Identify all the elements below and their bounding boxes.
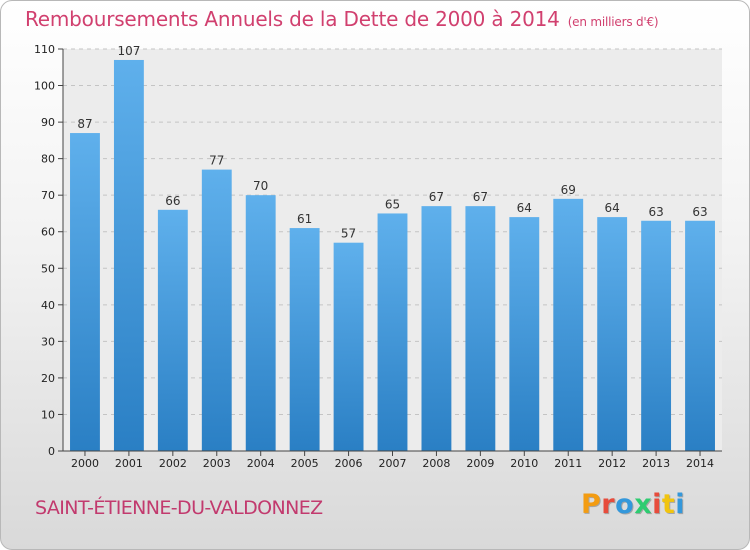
- data-label: 57: [341, 227, 356, 241]
- data-label: 87: [77, 117, 92, 131]
- data-label: 63: [648, 205, 663, 219]
- bar: [333, 242, 364, 451]
- bar: [157, 209, 188, 451]
- y-tick-label: 10: [41, 408, 55, 421]
- x-tick-label: 2012: [598, 457, 626, 470]
- logo-letter: t: [661, 489, 676, 520]
- y-tick-label: 100: [34, 80, 55, 93]
- y-tick-label: 110: [34, 43, 55, 56]
- y-tick-label: 40: [41, 299, 55, 312]
- x-tick-label: 2009: [466, 457, 494, 470]
- data-label: 64: [517, 201, 532, 215]
- data-label: 66: [165, 194, 180, 208]
- data-label: 107: [117, 44, 140, 58]
- chart-title: Remboursements Annuels de la Dette de 20…: [25, 7, 659, 31]
- data-label: 70: [253, 179, 268, 193]
- y-tick-label: 70: [41, 189, 55, 202]
- x-tick-label: 2005: [291, 457, 319, 470]
- logo-letter: x: [634, 489, 653, 520]
- bar: [201, 169, 232, 451]
- chart-unit: (en milliers d'€): [567, 15, 659, 29]
- logo-letter: o: [615, 489, 635, 520]
- chart-title-text: Remboursements Annuels de la Dette de 20…: [25, 7, 560, 31]
- x-tick-label: 2007: [379, 457, 407, 470]
- data-label: 77: [209, 154, 224, 168]
- x-tick-label: 2004: [247, 457, 275, 470]
- proxiti-logo: Proxiti: [581, 489, 685, 520]
- x-tick-label: 2013: [642, 457, 670, 470]
- data-label: 63: [692, 205, 707, 219]
- data-label: 64: [605, 201, 620, 215]
- x-tick-label: 2006: [335, 457, 363, 470]
- bar: [597, 217, 628, 451]
- commune-name: SAINT-ÉTIENNE-DU-VALDONNEZ: [35, 497, 323, 519]
- x-tick-label: 2008: [422, 457, 450, 470]
- x-tick-label: 2002: [159, 457, 187, 470]
- bar: [421, 206, 452, 451]
- data-label: 61: [297, 212, 312, 226]
- x-tick-label: 2000: [71, 457, 99, 470]
- logo-letter: i: [652, 489, 662, 520]
- x-tick-label: 2011: [554, 457, 582, 470]
- logo-letter: P: [581, 489, 602, 520]
- x-tick-label: 2001: [115, 457, 143, 470]
- y-tick-label: 90: [41, 116, 55, 129]
- data-label: 65: [385, 197, 400, 211]
- bar: [70, 133, 100, 451]
- bar: [553, 198, 584, 451]
- y-tick-label: 20: [41, 372, 55, 385]
- y-tick-label: 50: [41, 262, 55, 275]
- logo-letter: r: [601, 489, 616, 520]
- y-tick-label: 80: [41, 153, 55, 166]
- data-label: 67: [429, 190, 444, 204]
- bar: [113, 59, 144, 452]
- bar: [377, 213, 408, 451]
- x-tick-label: 2003: [203, 457, 231, 470]
- y-tick-label: 0: [48, 445, 55, 458]
- y-tick-label: 30: [41, 335, 55, 348]
- bar: [509, 217, 540, 451]
- bar: [289, 228, 320, 451]
- x-tick-label: 2014: [686, 457, 714, 470]
- data-label: 69: [561, 183, 576, 197]
- y-tick-label: 60: [41, 226, 55, 239]
- bar: [465, 206, 496, 451]
- bar: [641, 220, 672, 451]
- bar: [685, 220, 715, 451]
- data-label: 67: [473, 190, 488, 204]
- x-tick-label: 2010: [510, 457, 538, 470]
- logo-letter: i: [675, 489, 686, 520]
- bar: [245, 195, 276, 451]
